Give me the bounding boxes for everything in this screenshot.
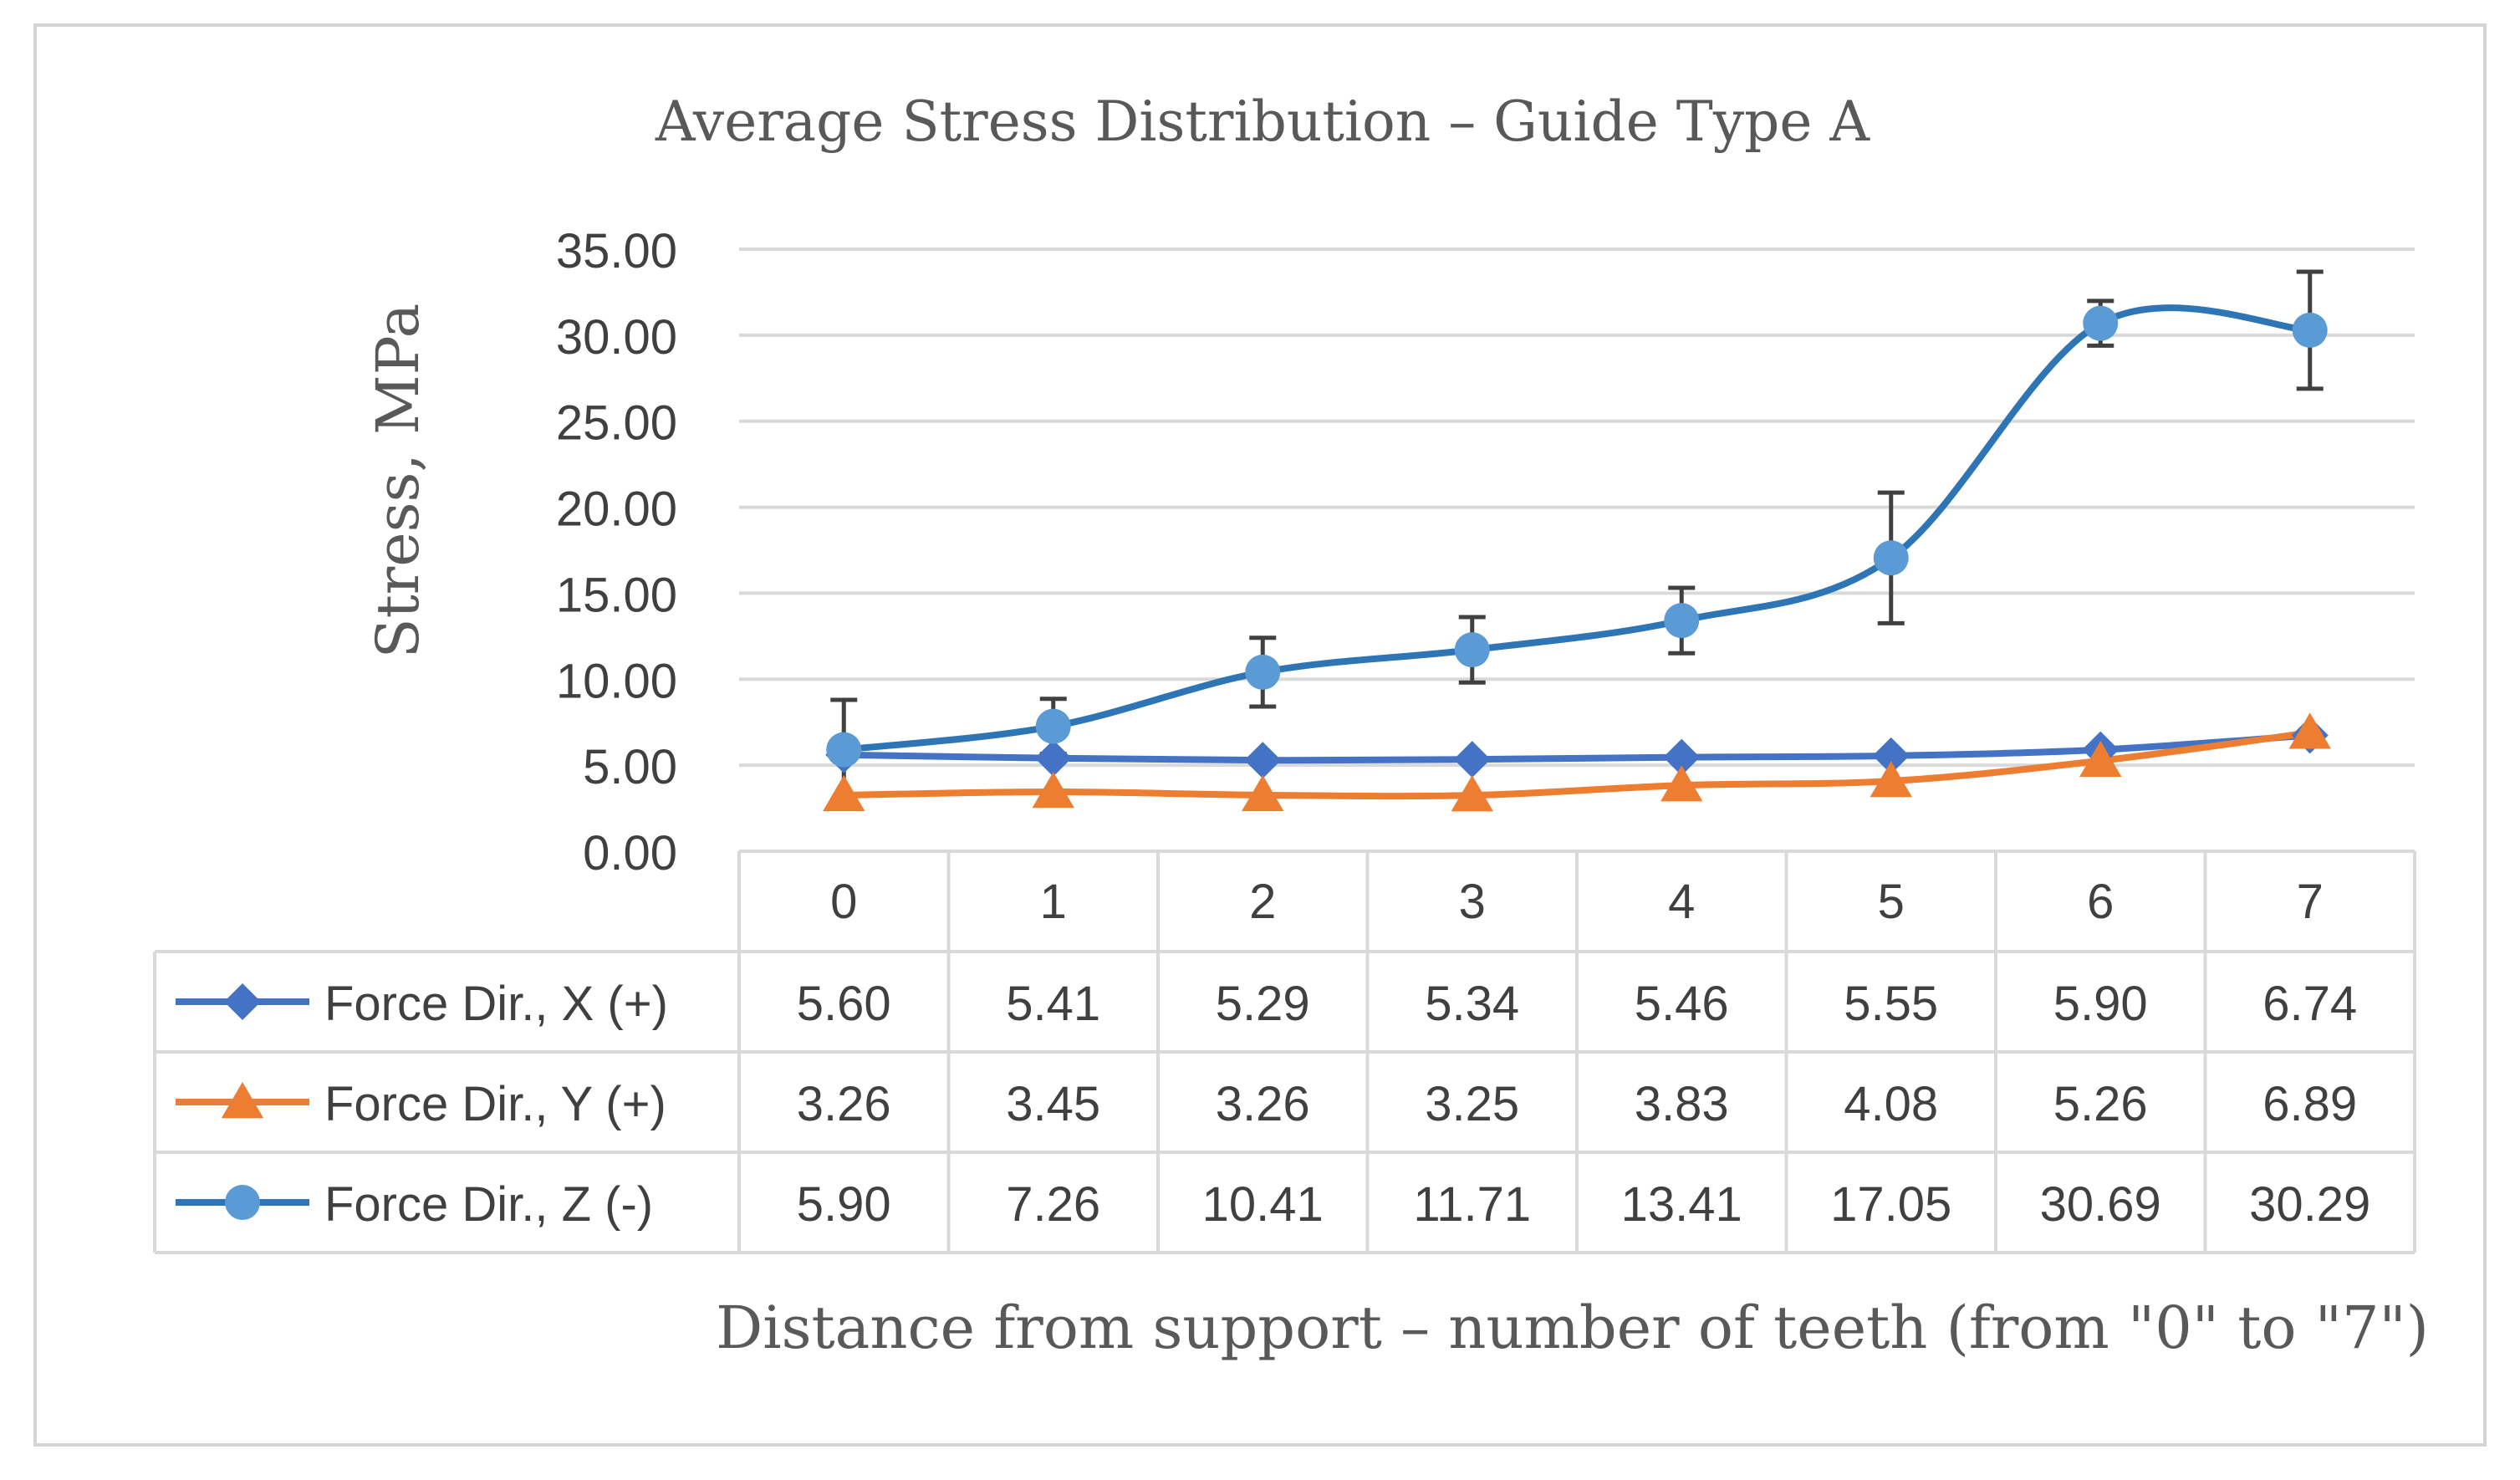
x-tick-label: 1 [1040, 875, 1067, 929]
data-point [1244, 742, 1282, 779]
data-point [1664, 603, 1700, 639]
data-point [2083, 305, 2119, 341]
chart-frame [33, 23, 2487, 1447]
table-cell-value: 5.34 [1425, 977, 1519, 1031]
y-tick-label: 30.00 [556, 310, 677, 365]
legend-key-marker [224, 983, 261, 1020]
table-cell-value: 6.74 [2262, 977, 2357, 1031]
x-tick-label: 3 [1459, 875, 1486, 929]
table-cell-value: 11.71 [1413, 1177, 1531, 1232]
data-point [823, 774, 865, 812]
data-point [1242, 774, 1284, 812]
x-tick-label: 5 [1878, 875, 1905, 929]
data-point [1451, 775, 1493, 812]
table-cell-value: 30.69 [2040, 1177, 2161, 1232]
data-table: 0 1 2 3 4 5 6 7 Force Dir., X (+) 5.60 5.41 5.29 5.3… [153, 850, 2416, 1254]
y-axis-ticks: 0.00 5.00 10.00 15.00 20.00 25.00 30.00 35.00 [556, 224, 677, 880]
table-cell-value: 5.46 [1635, 977, 1729, 1031]
data-point [1660, 765, 1703, 802]
data-point [1454, 632, 1490, 668]
gridlines [739, 248, 2415, 768]
table-cell-value: 30.29 [2249, 1177, 2370, 1232]
data-point [1663, 738, 1701, 776]
data-point [1034, 739, 1072, 777]
data-point [1453, 741, 1491, 778]
data-point [826, 732, 862, 768]
table-cell-value: 5.55 [1844, 977, 1938, 1031]
series-line [843, 304, 2310, 753]
series-line [844, 732, 2311, 764]
table-cell-value: 4.08 [1844, 1077, 1938, 1131]
data-point [1245, 654, 1281, 690]
table-cell-value: 17.05 [1830, 1177, 1951, 1232]
table-cell-value: 5.29 [1216, 977, 1310, 1031]
series-line [844, 729, 2311, 800]
x-tick-label: 7 [2297, 875, 2324, 929]
legend-series-name: Force Dir., Y (+) [324, 1077, 666, 1131]
legend-series-name: Force Dir., Z (-) [324, 1177, 653, 1232]
series-triangle [844, 729, 2311, 800]
table-cell-value: 5.41 [1006, 977, 1100, 1031]
y-tick-label: 0.00 [583, 826, 677, 880]
table-cell-value: 7.26 [1006, 1177, 1100, 1232]
table-cell-value: 5.90 [2053, 977, 2148, 1031]
x-axis-label: Distance from support – number of teeth … [716, 1294, 2429, 1362]
table-cell-value: 10.41 [1202, 1177, 1324, 1232]
y-tick-label: 35.00 [556, 224, 677, 278]
series-lines [823, 269, 2331, 812]
y-tick-label: 5.00 [583, 740, 677, 794]
table-cell-value: 5.26 [2053, 1077, 2148, 1131]
data-point [2079, 740, 2122, 777]
y-tick-label: 20.00 [556, 482, 677, 537]
table-cell-value: 5.90 [797, 1177, 891, 1232]
data-point [2292, 312, 2328, 348]
x-tick-label: 2 [1249, 875, 1276, 929]
data-point [1035, 708, 1071, 744]
legend-key-marker [225, 1185, 260, 1220]
data-point [1870, 761, 1912, 798]
data-point [2288, 712, 2331, 749]
chart-title: Average Stress Distribution – Guide Type… [655, 89, 1870, 154]
data-point [1872, 737, 1910, 774]
series-diamond [844, 732, 2311, 764]
table-cell-value: 13.41 [1621, 1177, 1742, 1232]
y-axis-label: Stress, MPa [364, 304, 432, 659]
table-cell-value: 6.89 [2262, 1077, 2357, 1131]
y-tick-label: 10.00 [556, 654, 677, 708]
legend-key-marker [221, 1082, 264, 1119]
table-cell-value: 3.45 [1006, 1077, 1100, 1131]
legend-series-name: Force Dir., X (+) [324, 977, 668, 1031]
x-tick-label: 4 [1668, 875, 1695, 929]
table-cell-value: 3.25 [1425, 1077, 1519, 1131]
series-circle [843, 304, 2310, 753]
table-cell-value: 3.26 [797, 1077, 891, 1131]
table-cell-value: 3.26 [1216, 1077, 1310, 1131]
x-tick-label: 0 [830, 875, 857, 929]
y-tick-label: 15.00 [556, 568, 677, 622]
x-tick-label: 6 [2087, 875, 2114, 929]
table-cell-value: 3.83 [1635, 1077, 1729, 1131]
data-point [1873, 540, 1909, 576]
y-tick-label: 25.00 [556, 396, 677, 451]
table-cell-value: 5.60 [797, 977, 891, 1031]
data-point [1032, 772, 1074, 809]
